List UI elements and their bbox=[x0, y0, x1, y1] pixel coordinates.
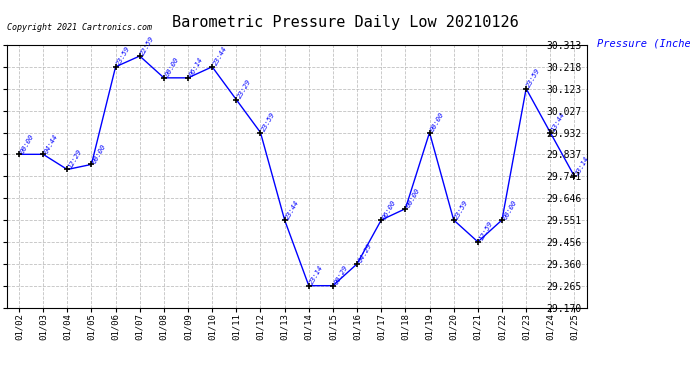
Text: 06:14: 06:14 bbox=[188, 57, 204, 78]
Text: 23:14: 23:14 bbox=[308, 264, 324, 286]
Text: 00:00: 00:00 bbox=[91, 143, 107, 164]
Text: 00:29: 00:29 bbox=[333, 264, 348, 286]
Text: 23:14: 23:14 bbox=[574, 155, 590, 176]
Text: 12:29: 12:29 bbox=[68, 148, 83, 170]
Text: Barometric Pressure Daily Low 20210126: Barometric Pressure Daily Low 20210126 bbox=[172, 15, 518, 30]
Text: 23:44: 23:44 bbox=[213, 45, 228, 67]
Text: 23:59: 23:59 bbox=[261, 111, 276, 132]
Text: Pressure (Inches/Hg): Pressure (Inches/Hg) bbox=[597, 39, 690, 50]
Text: 23:29: 23:29 bbox=[236, 78, 252, 100]
Text: 22:59: 22:59 bbox=[139, 34, 155, 56]
Text: Copyright 2021 Cartronics.com: Copyright 2021 Cartronics.com bbox=[7, 22, 152, 32]
Text: 04:44: 04:44 bbox=[43, 133, 59, 154]
Text: 00:00: 00:00 bbox=[164, 57, 179, 78]
Text: 23:59: 23:59 bbox=[454, 199, 469, 220]
Text: 12:59: 12:59 bbox=[477, 220, 493, 242]
Text: 00:00: 00:00 bbox=[406, 188, 421, 209]
Text: 23:44: 23:44 bbox=[284, 199, 300, 220]
Text: 23:59: 23:59 bbox=[115, 45, 131, 67]
Text: 13:44: 13:44 bbox=[551, 111, 566, 132]
Text: 06:00: 06:00 bbox=[381, 199, 397, 220]
Text: 23:59: 23:59 bbox=[526, 67, 542, 88]
Text: 00:00: 00:00 bbox=[429, 111, 445, 132]
Text: 00:00: 00:00 bbox=[502, 199, 518, 220]
Text: 00:00: 00:00 bbox=[19, 133, 34, 154]
Text: 04:29: 04:29 bbox=[357, 243, 373, 264]
